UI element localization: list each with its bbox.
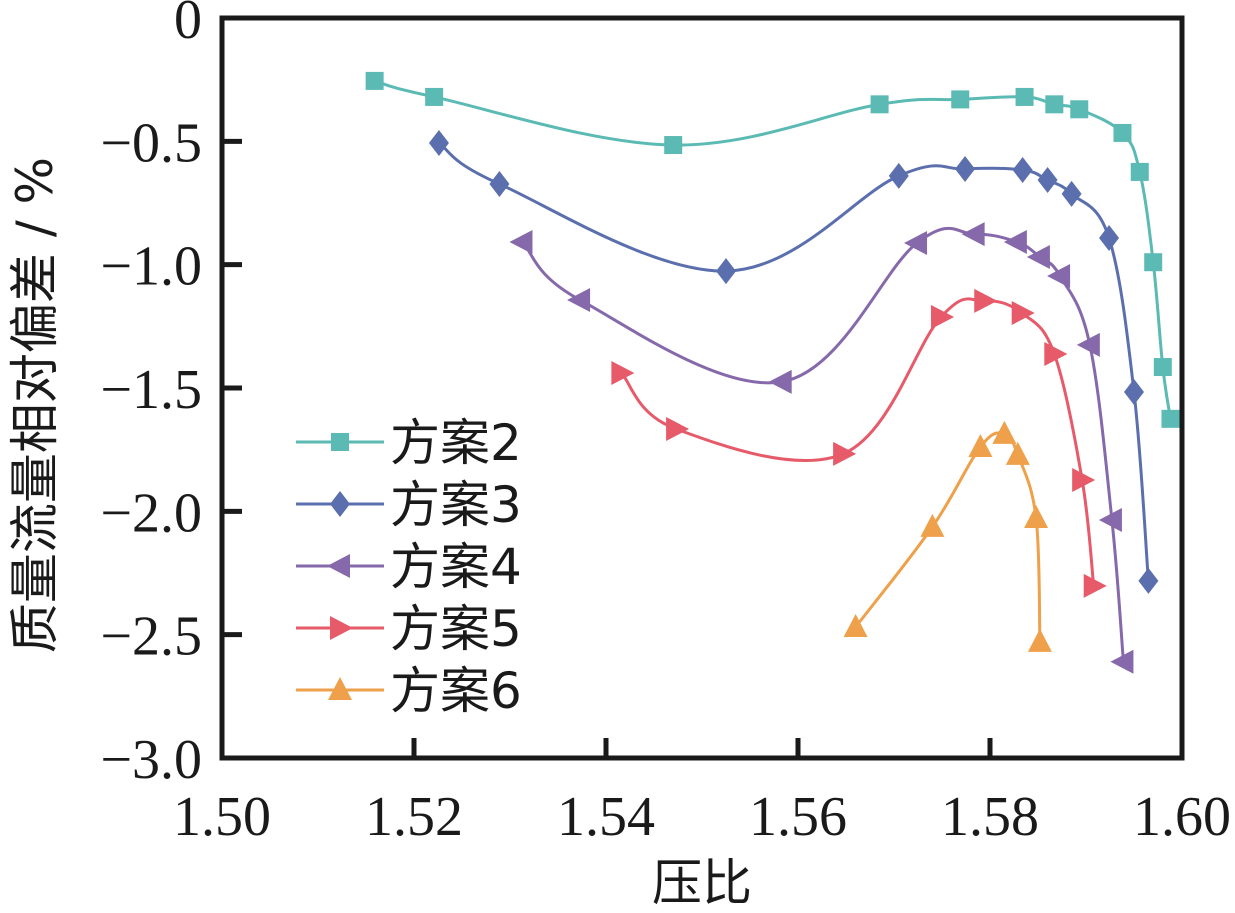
data-point (1083, 573, 1107, 598)
data-point (904, 230, 928, 255)
series-6 (843, 420, 1052, 652)
data-point (1110, 649, 1134, 674)
y-tick-label: −2.5 (100, 606, 202, 668)
data-point (1027, 628, 1052, 652)
legend-label: 方案5 (390, 600, 522, 658)
data-point (1076, 332, 1100, 357)
series-line (521, 226, 1125, 662)
series-line (620, 297, 1096, 586)
data-point (920, 513, 945, 537)
data-point (951, 90, 970, 109)
data-point (992, 420, 1017, 444)
data-point (1024, 504, 1049, 528)
data-point (425, 87, 444, 106)
data-point (1015, 87, 1034, 106)
x-tick-label: 1.60 (1133, 786, 1231, 848)
legend-label: 方案3 (390, 476, 522, 534)
legend-label: 方案4 (390, 538, 522, 596)
data-point (1099, 225, 1120, 252)
ticks-layer: 1.50 1.52 1.54 1.56 1.58 1.60 0 −0.5 −1.0 −1.5 −2.… (100, 0, 1231, 848)
legend-label: 方案2 (390, 414, 522, 472)
legend-marker (330, 616, 353, 640)
data-point (931, 304, 955, 329)
legend-marker (328, 677, 352, 700)
data-point (1138, 567, 1159, 594)
data-point (428, 130, 449, 157)
data-point (509, 229, 533, 254)
data-point (833, 441, 857, 466)
data-point (768, 369, 792, 394)
legend-marker (330, 491, 350, 517)
data-point (1026, 245, 1050, 270)
data-point (843, 614, 868, 638)
data-point (974, 288, 998, 313)
data-point (1011, 301, 1035, 326)
data-point (1124, 378, 1144, 405)
series-4 (509, 222, 1134, 674)
data-point (1005, 441, 1030, 465)
data-point (666, 416, 690, 441)
legend-item: 方案5 (296, 600, 522, 658)
data-point (716, 258, 736, 285)
legend-item: 方案4 (296, 538, 522, 596)
data-point (1045, 95, 1064, 114)
data-point (1098, 507, 1122, 532)
x-tick-label: 1.54 (557, 786, 655, 848)
series-2 (365, 71, 1180, 428)
data-point (1037, 167, 1058, 194)
series-3 (428, 130, 1159, 594)
y-tick-label: 0 (174, 0, 202, 51)
data-point (1047, 264, 1071, 289)
y-tick-label: −0.5 (100, 112, 202, 174)
data-point (365, 71, 384, 90)
y-tick-label: −2.0 (100, 482, 202, 544)
data-point (1072, 468, 1096, 493)
legend-label: 方案6 (390, 662, 522, 720)
data-point (611, 360, 635, 385)
series-layer (365, 71, 1180, 674)
y-tick-label: −3.0 (100, 729, 202, 791)
legend-item: 方案3 (296, 476, 522, 534)
data-point (888, 162, 909, 189)
data-point (870, 95, 889, 114)
data-point (961, 222, 985, 247)
series-line (374, 79, 1172, 420)
x-axis-title: 压比 (652, 854, 752, 912)
data-point (968, 433, 993, 457)
data-point (1012, 156, 1033, 183)
data-point (1113, 123, 1132, 142)
data-point (1153, 358, 1172, 377)
data-point (664, 136, 683, 155)
legend-marker (327, 554, 350, 578)
y-tick-label: −1.0 (100, 236, 202, 298)
data-point (1070, 100, 1089, 119)
data-point (1130, 162, 1149, 181)
series-5 (611, 288, 1107, 598)
data-point (955, 155, 976, 182)
legend-item: 方案2 (296, 414, 522, 472)
data-point (1003, 229, 1027, 254)
x-tick-label: 1.52 (365, 786, 463, 848)
data-point (1061, 180, 1082, 207)
legend-item: 方案6 (296, 662, 522, 720)
legend-marker (331, 433, 349, 451)
series-line (438, 141, 1150, 582)
data-point (1161, 409, 1180, 428)
y-axis-title: 质量流量相对偏差 / % (6, 157, 64, 653)
data-point (567, 287, 591, 312)
x-tick-label: 1.50 (173, 786, 271, 848)
data-point (1144, 253, 1163, 272)
y-tick-label: −1.5 (100, 359, 202, 421)
x-tick-label: 1.58 (941, 786, 1039, 848)
data-point (1044, 341, 1068, 366)
x-tick-label: 1.56 (749, 786, 847, 848)
data-point (489, 171, 510, 198)
